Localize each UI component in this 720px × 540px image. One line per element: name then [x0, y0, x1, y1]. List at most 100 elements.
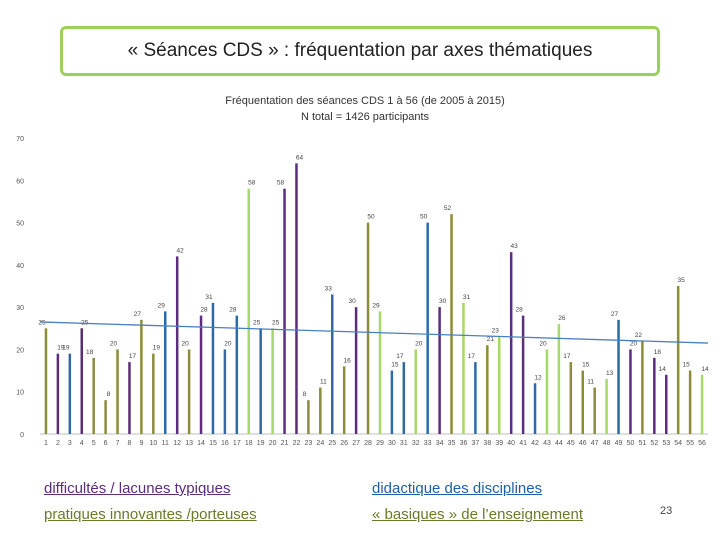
x-tick-label: 42: [531, 440, 539, 447]
bar: [486, 345, 489, 434]
page-number: 23: [660, 505, 673, 517]
data-label: 23: [492, 328, 500, 335]
data-label: 50: [420, 214, 428, 221]
y-tick-label: 50: [16, 221, 24, 228]
x-tick-label: 50: [627, 440, 635, 447]
data-label: 27: [611, 311, 619, 318]
data-label: 52: [444, 205, 452, 212]
x-tick-label: 3: [68, 440, 72, 447]
x-tick-label: 31: [400, 440, 408, 447]
data-label: 15: [682, 362, 690, 369]
y-tick-label: 70: [16, 136, 24, 143]
data-label: 30: [439, 298, 447, 305]
data-label: 28: [229, 307, 237, 314]
bar: [271, 328, 274, 434]
bar: [676, 286, 680, 434]
data-label: 58: [248, 180, 256, 187]
data-label: 19: [153, 345, 161, 352]
chart-subtitle: N total = 1426 participants: [301, 111, 430, 123]
bar: [319, 387, 322, 434]
x-tick-label: 2: [56, 440, 60, 447]
legend-difficultes[interactable]: difficultés / lacunes typiques: [44, 480, 231, 497]
bar: [629, 349, 632, 434]
x-tick-label: 45: [567, 440, 575, 447]
bar: [199, 315, 203, 434]
data-label: 25: [38, 319, 46, 326]
bar: [450, 214, 453, 434]
data-label: 30: [348, 298, 356, 305]
data-label: 16: [344, 357, 352, 364]
x-tick-label: 39: [495, 440, 503, 447]
data-label: 17: [396, 353, 404, 360]
x-tick-label: 20: [269, 440, 277, 447]
data-label: 20: [539, 340, 547, 347]
bar: [223, 349, 227, 434]
legend-basiques[interactable]: « basiques » de l’enseignement: [372, 506, 583, 523]
x-tick-label: 22: [293, 440, 301, 447]
bar: [247, 188, 250, 434]
bar: [402, 362, 406, 434]
data-label: 28: [200, 307, 208, 314]
data-label: 19: [57, 345, 65, 352]
x-tick-label: 33: [424, 440, 432, 447]
legend-didactique[interactable]: didactique des disciplines: [372, 480, 543, 497]
x-tick-label: 53: [662, 440, 670, 447]
data-label: 13: [606, 370, 614, 377]
bar: [259, 328, 262, 434]
bar: [438, 307, 441, 434]
bar: [354, 307, 358, 434]
data-label: 31: [205, 294, 213, 301]
x-tick-label: 5: [92, 440, 96, 447]
legend-pratiques[interactable]: pratiques innovantes /porteuses: [44, 506, 257, 523]
bar: [593, 387, 596, 434]
bar: [152, 353, 155, 434]
chart-title: Fréquentation des séances CDS 1 à 56 (de…: [225, 95, 504, 107]
data-label: 17: [468, 353, 476, 360]
trendline-group: [39, 321, 709, 344]
x-tick-label: 14: [197, 440, 205, 447]
data-label: 25: [253, 319, 261, 326]
x-tick-label: 44: [555, 440, 563, 447]
y-tick-label: 0: [20, 432, 24, 439]
x-axis: 1 2 3 4 5 6 7 8 9 10 11 12 13 14 15 16 17 18 19 20 21 22 23 24 2…: [40, 433, 708, 447]
x-tick-label: 30: [388, 440, 396, 447]
data-label: 18: [654, 349, 662, 356]
x-tick-label: 38: [483, 440, 491, 447]
x-tick-label: 36: [460, 440, 468, 447]
x-tick-label: 24: [316, 440, 324, 447]
bar: [509, 252, 513, 434]
data-labels: 2519192518820172719294220283120285825255…: [38, 154, 709, 398]
data-label: 14: [659, 366, 667, 373]
y-tick-label: 40: [16, 263, 24, 270]
x-tick-label: 46: [579, 440, 587, 447]
x-tick-label: 19: [257, 440, 265, 447]
x-tick-label: 40: [507, 440, 515, 447]
data-label: 18: [86, 349, 94, 356]
data-label: 15: [391, 362, 399, 369]
x-tick-label: 23: [304, 440, 312, 447]
data-label: 50: [367, 214, 375, 221]
y-tick-label: 20: [16, 347, 24, 354]
bar: [295, 163, 298, 434]
bar: [80, 328, 83, 434]
data-label: 8: [107, 391, 111, 398]
data-label: 29: [158, 302, 166, 309]
x-tick-label: 55: [686, 440, 694, 447]
data-label: 35: [678, 277, 686, 284]
x-tick-label: 26: [340, 440, 348, 447]
data-label: 20: [110, 340, 118, 347]
bar: [700, 374, 704, 434]
data-label: 17: [129, 353, 137, 360]
data-label: 31: [463, 294, 471, 301]
bar: [164, 311, 167, 434]
x-tick-label: 37: [471, 440, 479, 447]
x-tick-label: 35: [448, 440, 456, 447]
data-label: 20: [224, 340, 232, 347]
x-tick-label: 49: [615, 440, 623, 447]
bar: [390, 370, 394, 434]
bar: [140, 319, 143, 434]
bar: [211, 302, 215, 434]
bar: [521, 315, 525, 434]
data-label: 15: [582, 362, 590, 369]
data-label: 42: [177, 247, 185, 254]
